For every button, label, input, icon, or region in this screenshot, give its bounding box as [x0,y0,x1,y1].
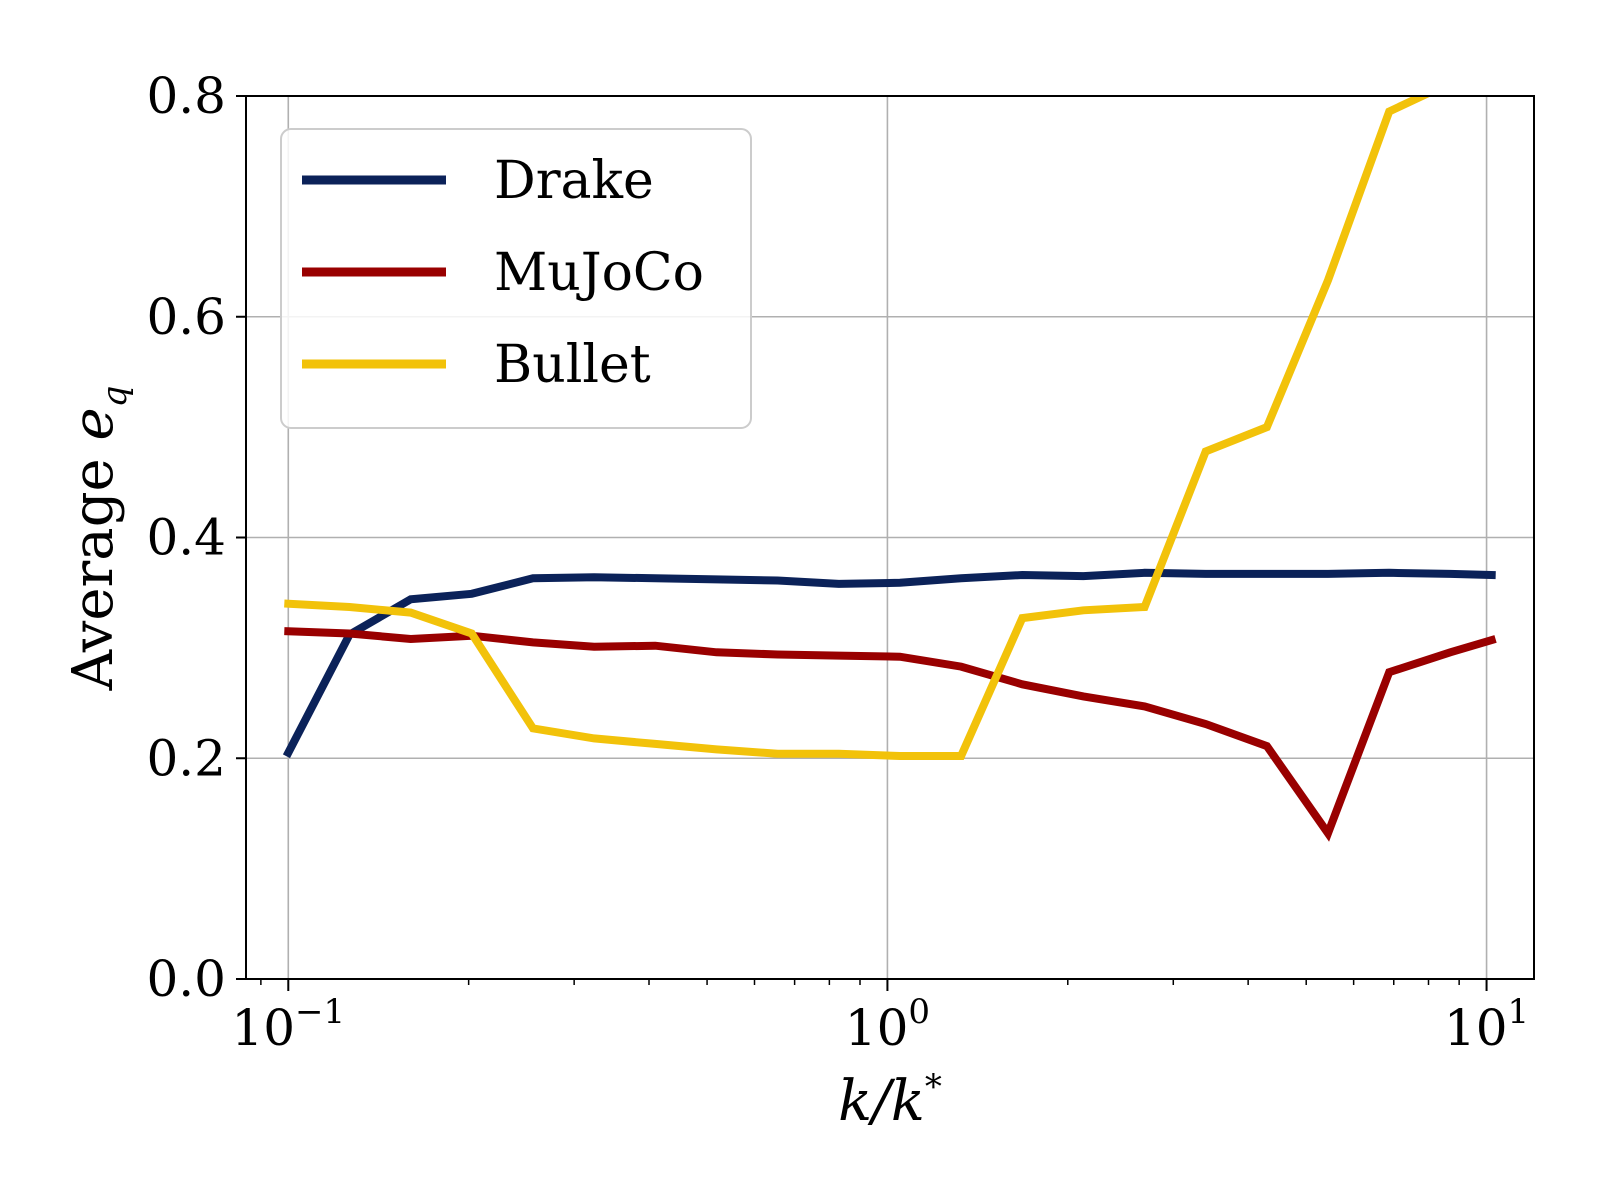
y-tick-label: 0.8 [146,67,226,125]
series-line-bullet [284,96,1432,760]
x-tick-label: 10−1 [231,992,345,1057]
y-tick-label: 0.2 [146,729,226,787]
legend-label-mujoco: MuJoCo [494,243,704,303]
x-tick-label: 100 [845,992,930,1057]
legend: Drake MuJoCo Bullet [280,128,752,429]
y-axis-label-var: e [61,407,126,440]
y-tick-label: 0.0 [146,950,226,1008]
series-line-mujoco [284,627,1497,842]
legend-label-drake: Drake [494,151,654,211]
y-tick-label: 0.6 [146,288,226,346]
series-line-drake [282,568,1496,759]
series-lines [282,96,1497,842]
axis-ticks: 0.0 0.2 0.4 0.6 0.8 10−1 100 101 [146,67,1529,1057]
legend-label-bullet: Bullet [494,335,651,395]
y-tick-label: 0.4 [146,509,226,567]
legend-box [280,128,752,429]
x-axis-label-sup: * [925,1067,942,1107]
y-axis-label: Average eq [61,386,135,692]
y-axis-label-sub: q [95,386,135,408]
y-axis-label-prefix: Average [61,441,126,692]
x-tick-label: 101 [1444,992,1529,1057]
x-axis-label: k/k* [838,1067,942,1134]
x-axis-label-base: k/k [838,1069,925,1134]
